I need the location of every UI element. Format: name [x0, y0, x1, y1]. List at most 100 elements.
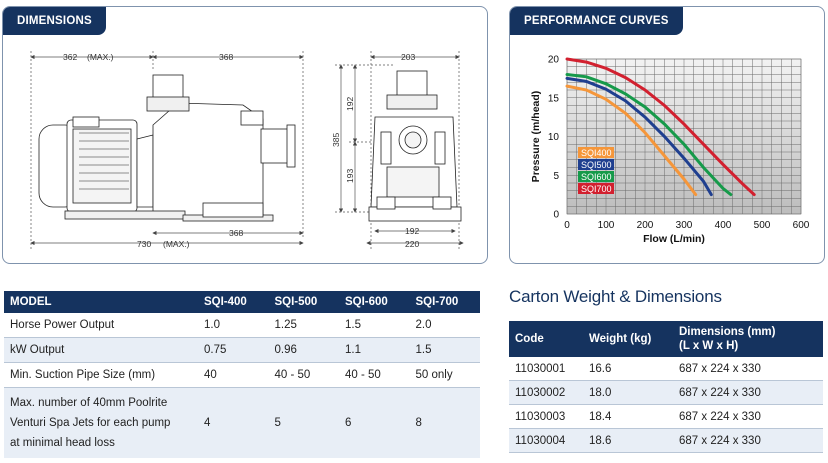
- legend-swatch-sqi600: [578, 171, 614, 182]
- y-tick-label: 10: [548, 132, 560, 143]
- x-tick-label: 200: [637, 220, 654, 231]
- table-row: kW Output 0.75 0.96 1.1 1.5: [4, 337, 480, 363]
- table-row: Min. Suction Pipe Size (mm) 40 40 - 50 4…: [4, 362, 480, 388]
- dim-730: 730: [137, 239, 151, 249]
- cell: 50 only: [409, 362, 480, 388]
- header-dimensions-line1: Dimensions (mm): [679, 326, 776, 338]
- series-line-sqi600: [565, 73, 733, 197]
- cell: 1.25: [268, 313, 339, 338]
- jets-line-1: Max. number of 40mm Poolrite: [10, 397, 168, 409]
- performance-title: PERFORMANCE CURVES: [510, 7, 683, 35]
- pump-front-view: [368, 70, 462, 222]
- series-line-sqi700: [565, 57, 756, 197]
- table-row: Horse Power Output 1.0 1.25 1.5 2.0: [4, 313, 480, 338]
- legend-swatch-sqi700: [578, 183, 614, 194]
- cell: 8: [409, 387, 480, 458]
- header-dimensions-line2: (L x W x H): [679, 340, 739, 352]
- cell: 6: [339, 387, 410, 458]
- header-sqi400: SQI-400: [198, 291, 269, 313]
- cell: 40 - 50: [339, 362, 410, 388]
- cell-dims: 687 x 224 x 330: [673, 428, 823, 453]
- cell-code: 11030004: [509, 428, 583, 453]
- cell: 4: [198, 387, 269, 458]
- jets-line-3: at minimal head loss: [10, 437, 115, 449]
- cell-weight: 18.0: [583, 380, 673, 405]
- dim-362: 362: [63, 52, 77, 62]
- y-tick-label: 20: [548, 55, 560, 66]
- row-label: Min. Suction Pipe Size (mm): [4, 362, 198, 388]
- row-label: kW Output: [4, 337, 198, 363]
- header-sqi500: SQI-500: [268, 291, 339, 313]
- performance-chart: 0 100 200 300 400 500 600 0 5 10 15 20 Flow (L/min) P…: [530, 55, 810, 246]
- cell-dims: 687 x 224 x 330: [673, 380, 823, 405]
- y-tick-label: 15: [548, 93, 560, 104]
- dim-203: 203: [401, 52, 415, 62]
- cell-dims: 687 x 224 x 330: [673, 404, 823, 429]
- dim-192-side: 192: [345, 97, 355, 111]
- cell: 1.1: [339, 337, 410, 363]
- dim-385: 385: [331, 133, 341, 147]
- x-tick-label: 600: [793, 220, 810, 231]
- y-axis-label: Pressure (m/head): [530, 91, 542, 183]
- dim-368-top: 368: [219, 52, 233, 62]
- x-tick-label: 400: [715, 220, 732, 231]
- dimensions-drawing: 362 (MAX.) 368 730 (MAX.) 368 203 192 22…: [30, 51, 464, 251]
- cell-dims: 687 x 224 x 330: [673, 357, 823, 381]
- header-model: MODEL: [4, 291, 198, 313]
- x-tick-label: 300: [676, 220, 693, 231]
- header-code: Code: [509, 321, 583, 357]
- table-row: 11030002 18.0 687 x 224 x 330: [509, 380, 823, 405]
- dim-368-bottom: 368: [229, 228, 243, 238]
- dim-220: 220: [405, 239, 419, 249]
- dimensions-panel: DIMENSIONS: [2, 6, 488, 264]
- jets-line-2: Venturi Spa Jets for each pump: [10, 417, 171, 429]
- carton-title: Carton Weight & Dimensions: [509, 287, 722, 306]
- cell: 1.5: [409, 337, 480, 363]
- y-tick-label: 0: [553, 210, 559, 221]
- cell: 40: [198, 362, 269, 388]
- performance-panel: PERFORMANCE CURVES 0 100 200 300 400 500 600 0 5…: [509, 6, 825, 264]
- pump-side-view: [38, 74, 296, 222]
- cell: 1.5: [339, 313, 410, 338]
- x-axis-label: Flow (L/min): [643, 233, 705, 245]
- legend-swatch-sqi400: [578, 147, 614, 158]
- legend-label-sqi400: SQI400: [581, 148, 612, 158]
- series-line-sqi500: [565, 76, 713, 197]
- cell: 5: [268, 387, 339, 458]
- x-tick-label: 500: [754, 220, 771, 231]
- legend-swatch-sqi500: [578, 159, 614, 170]
- cell: 1.0: [198, 313, 269, 338]
- cell-code: 11030002: [509, 380, 583, 405]
- cell: 2.0: [409, 313, 480, 338]
- header-weight: Weight (kg): [583, 321, 673, 357]
- dim-192-bottom: 192: [405, 226, 419, 236]
- dim-193: 193: [345, 169, 355, 183]
- legend-label-sqi600: SQI600: [581, 172, 612, 182]
- row-label: Horse Power Output: [4, 313, 198, 338]
- dim-max-top: (MAX.): [87, 52, 114, 62]
- cell-code: 11030003: [509, 404, 583, 429]
- y-tick-label: 5: [553, 171, 559, 182]
- dim-max-bottom: (MAX.): [163, 239, 190, 249]
- dimensions-title: DIMENSIONS: [3, 7, 106, 35]
- table-row: 11030003 18.4 687 x 224 x 330: [509, 404, 823, 429]
- header-sqi600: SQI-600: [339, 291, 410, 313]
- x-tick-label: 100: [598, 220, 615, 231]
- legend-label-sqi700: SQI700: [581, 184, 612, 194]
- header-dimensions: Dimensions (mm) (L x W x H): [673, 321, 823, 357]
- jets-row-label: Max. number of 40mm Poolrite Venturi Spa…: [4, 387, 198, 458]
- model-spec-table: MODEL SQI-400 SQI-500 SQI-600 SQI-700 Ho…: [4, 291, 480, 458]
- cell: 40 - 50: [268, 362, 339, 388]
- carton-table: Code Weight (kg) Dimensions (mm) (L x W …: [509, 321, 823, 453]
- cell-weight: 16.6: [583, 357, 673, 381]
- table-row: 11030001 16.6 687 x 224 x 330: [509, 357, 823, 381]
- series-line-sqi400: [565, 84, 698, 197]
- cell: 0.75: [198, 337, 269, 363]
- legend-label-sqi500: SQI500: [581, 160, 612, 170]
- cell: 0.96: [268, 337, 339, 363]
- carton-table-header: Code Weight (kg) Dimensions (mm) (L x W …: [509, 321, 823, 357]
- header-sqi700: SQI-700: [409, 291, 480, 313]
- table-row: 11030004 18.6 687 x 224 x 330: [509, 428, 823, 453]
- cell-code: 11030001: [509, 357, 583, 381]
- model-table-header: MODEL SQI-400 SQI-500 SQI-600 SQI-700: [4, 291, 480, 313]
